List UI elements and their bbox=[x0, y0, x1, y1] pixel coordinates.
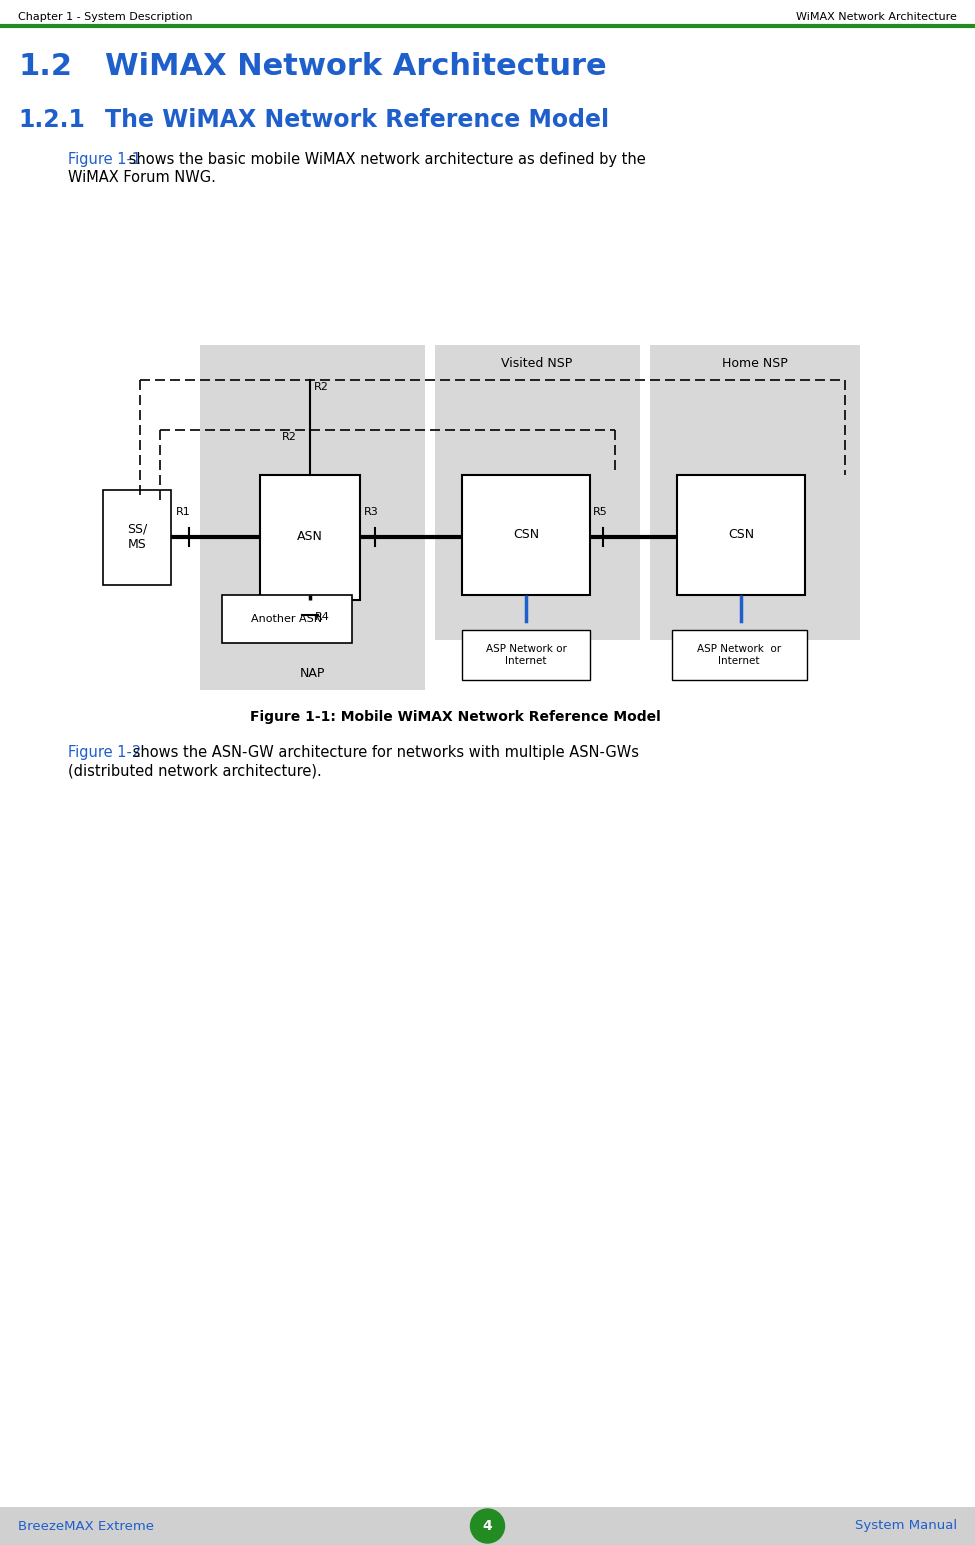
Text: WiMAX Forum NWG.: WiMAX Forum NWG. bbox=[68, 170, 215, 185]
Text: BreezeMAX Extreme: BreezeMAX Extreme bbox=[18, 1519, 154, 1533]
Text: WiMAX Network Architecture: WiMAX Network Architecture bbox=[105, 53, 606, 80]
Text: R2: R2 bbox=[282, 433, 296, 442]
Bar bbox=[222, 595, 352, 643]
Bar bbox=[677, 474, 805, 595]
Text: Figure 1-1: Figure 1-1 bbox=[68, 151, 141, 167]
Circle shape bbox=[471, 1509, 504, 1543]
Text: WiMAX Network Architecture: WiMAX Network Architecture bbox=[797, 12, 957, 22]
Text: shows the basic mobile WiMAX network architecture as defined by the: shows the basic mobile WiMAX network arc… bbox=[124, 151, 645, 167]
Text: Chapter 1 - System Description: Chapter 1 - System Description bbox=[18, 12, 193, 22]
Text: ASP Network or
Internet: ASP Network or Internet bbox=[486, 644, 566, 666]
Bar bbox=[103, 490, 171, 586]
Text: System Manual: System Manual bbox=[855, 1519, 957, 1533]
Bar bbox=[650, 345, 860, 640]
Text: NAP: NAP bbox=[299, 667, 325, 680]
Text: shows the ASN-GW architecture for networks with multiple ASN-GWs: shows the ASN-GW architecture for networ… bbox=[128, 745, 639, 760]
Text: SS/
MS: SS/ MS bbox=[127, 524, 147, 552]
Text: R3: R3 bbox=[364, 507, 378, 518]
Text: The WiMAX Network Reference Model: The WiMAX Network Reference Model bbox=[105, 108, 609, 131]
Text: Another ASN: Another ASN bbox=[252, 613, 323, 624]
Bar bbox=[435, 345, 640, 640]
Bar bbox=[0, 1506, 975, 1545]
Text: Figure 1-2: Figure 1-2 bbox=[68, 745, 141, 760]
Bar bbox=[200, 345, 425, 691]
Text: CSN: CSN bbox=[728, 528, 754, 541]
Text: R1: R1 bbox=[176, 507, 191, 518]
Text: R4: R4 bbox=[315, 612, 330, 623]
Bar bbox=[672, 630, 807, 680]
Bar bbox=[260, 474, 360, 599]
Text: 1.2: 1.2 bbox=[18, 53, 72, 80]
Text: R5: R5 bbox=[593, 507, 607, 518]
Text: R2: R2 bbox=[314, 382, 329, 392]
Text: ASP Network  or
Internet: ASP Network or Internet bbox=[697, 644, 781, 666]
Bar bbox=[462, 474, 590, 595]
Text: Home NSP: Home NSP bbox=[722, 357, 788, 369]
Text: 4: 4 bbox=[483, 1519, 492, 1533]
Text: (distributed network architecture).: (distributed network architecture). bbox=[68, 763, 322, 779]
Text: Figure 1-1: Mobile WiMAX Network Reference Model: Figure 1-1: Mobile WiMAX Network Referen… bbox=[250, 711, 660, 725]
Bar bbox=[462, 630, 590, 680]
Text: ASN: ASN bbox=[297, 530, 323, 544]
Text: 1.2.1: 1.2.1 bbox=[18, 108, 85, 131]
Text: Visited NSP: Visited NSP bbox=[501, 357, 572, 369]
Text: CSN: CSN bbox=[513, 528, 539, 541]
